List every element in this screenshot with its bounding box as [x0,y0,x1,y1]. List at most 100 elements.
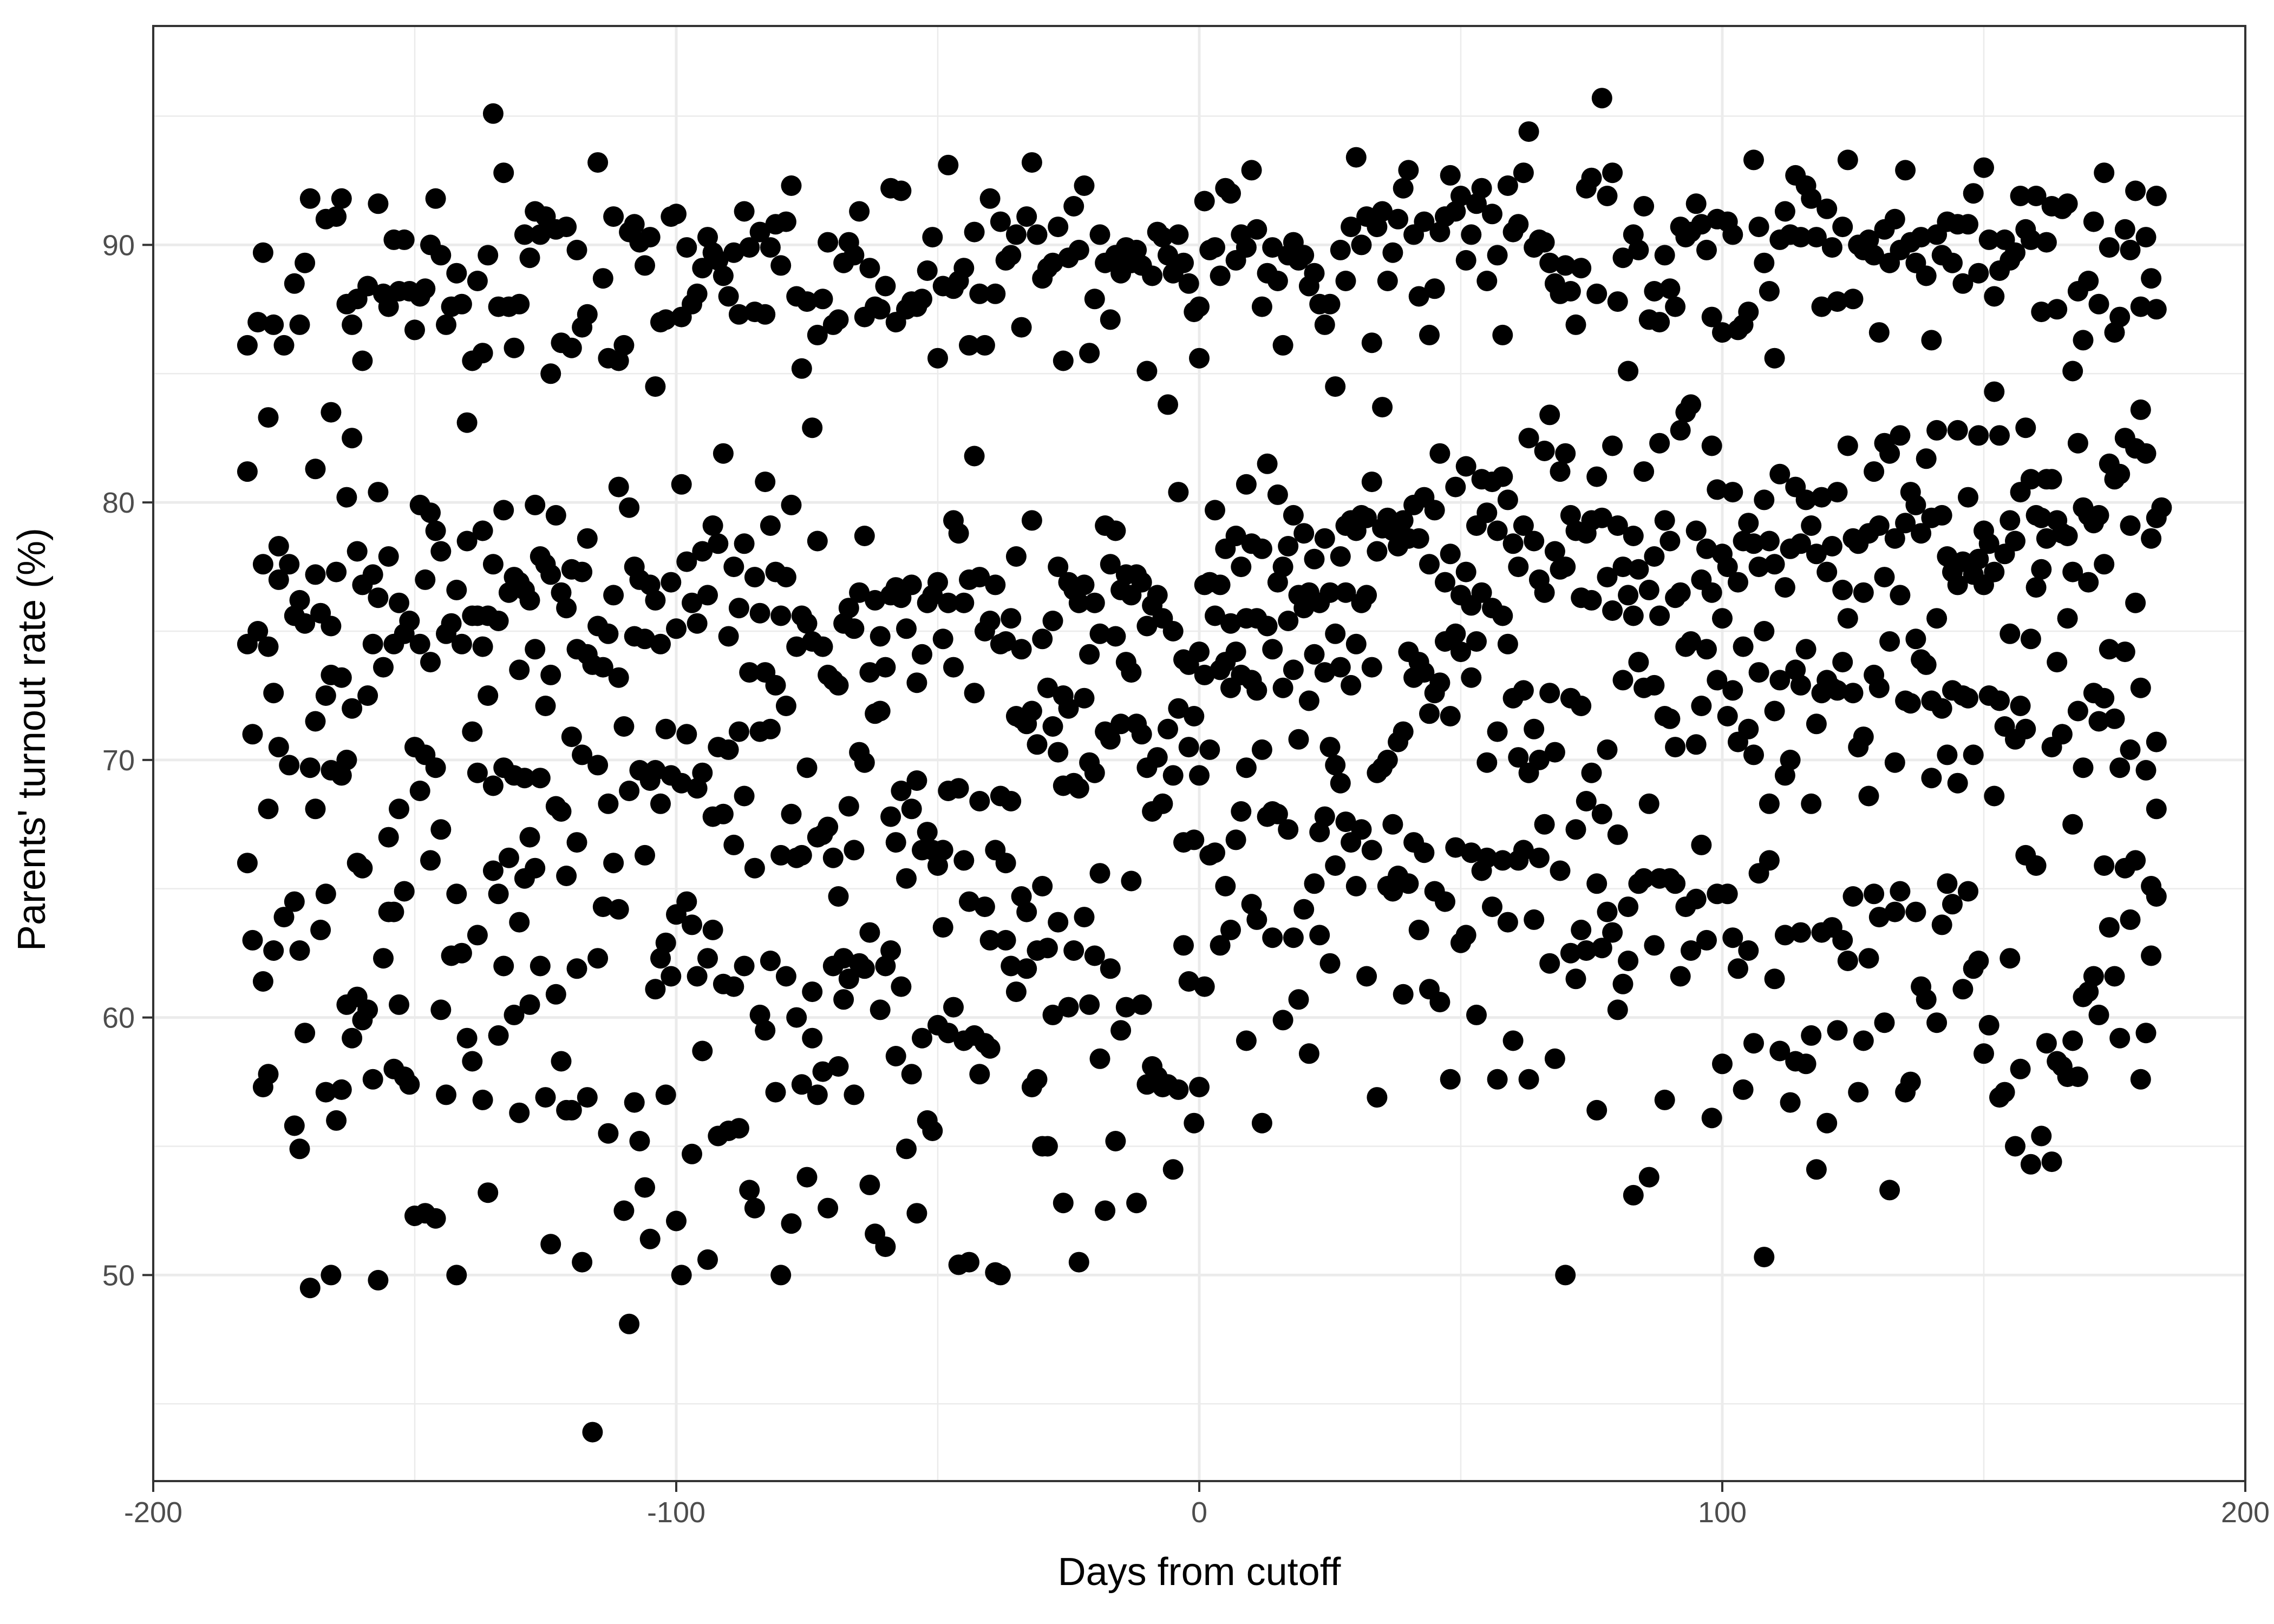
data-point [1649,312,1670,333]
data-point [629,1131,650,1151]
data-point [1926,608,1948,629]
data-point [1251,538,1272,559]
data-point [796,613,818,634]
data-point [592,657,613,678]
data-point [666,618,687,639]
data-point [655,718,676,739]
data-point [368,1269,389,1291]
data-point [833,948,854,969]
data-point [1842,886,1864,907]
data-point [321,402,342,423]
data-point [295,252,316,273]
data-point [1377,271,1398,291]
data-point [279,554,300,575]
data-point [1440,543,1461,565]
data-point [1257,453,1278,474]
data-point [1372,201,1393,222]
data-point [1644,546,1665,567]
data-point [760,718,781,739]
data-point [901,1064,922,1085]
data-point [1623,1184,1644,1206]
data-point [1685,888,1707,909]
data-point [1591,88,1612,109]
data-point [2130,677,2151,698]
data-point [1330,772,1351,794]
data-point [1131,724,1152,745]
data-point [833,989,854,1010]
data-point [1189,641,1210,663]
data-point [1142,265,1163,286]
data-point [1864,883,1885,905]
data-point [1743,744,1764,765]
data-point [1612,556,1633,578]
data-point [446,1265,467,1286]
data-point [1853,726,1874,748]
data-point [2104,708,2125,729]
data-point [917,260,938,281]
data-point [1508,747,1529,768]
data-point [1178,273,1199,294]
data-point [1005,224,1027,245]
data-point [1476,271,1498,291]
data-point [1774,925,1795,946]
data-point [974,335,995,356]
data-point [572,744,593,765]
data-point [932,917,953,938]
data-point [2073,330,2094,351]
data-point [1884,208,1905,230]
data-point [509,912,530,933]
data-point [1644,935,1665,956]
data-point [2031,559,2052,580]
data-point [1440,1069,1461,1090]
data-point [1429,992,1450,1013]
data-point [1345,876,1367,896]
data-point [682,914,702,935]
data-point [247,621,269,641]
data-point [1497,489,1518,510]
data-point [1879,631,1900,652]
data-point [1607,824,1628,845]
data-point [650,948,671,969]
data-point [713,803,734,824]
data-point [697,1249,718,1270]
data-point [525,857,546,879]
data-point [1162,1159,1184,1180]
data-point [1199,739,1220,760]
data-point [2094,162,2115,184]
data-point [1811,296,1832,317]
data-point [1246,680,1267,701]
data-point [1319,953,1341,974]
data-point [514,768,535,789]
data-point [1926,420,1948,441]
data-point [781,803,802,824]
data-point [1984,785,2005,807]
data-point [645,759,666,781]
data-point [509,659,530,680]
data-point [252,971,273,992]
data-point [2025,577,2047,598]
data-point [1121,662,1142,683]
data-point [661,966,682,987]
data-point [917,822,938,843]
data-point [2062,561,2083,582]
data-point [1084,592,1105,613]
data-point [1168,482,1189,503]
data-point [1487,721,1508,742]
data-point [1879,1180,1900,1201]
data-point [1774,765,1795,786]
data-point [1696,239,1717,260]
data-point [342,698,363,719]
data-point [739,237,760,258]
data-point [1691,214,1712,235]
data-point [1445,476,1466,497]
data-point [645,376,666,397]
data-point [1325,376,1346,397]
data-point [697,227,718,248]
data-point [540,363,561,384]
data-point [959,891,979,912]
data-point [1837,608,1858,629]
data-point [1168,698,1189,719]
data-point [655,932,676,953]
data-point [1429,221,1450,243]
data-point [1304,644,1325,665]
